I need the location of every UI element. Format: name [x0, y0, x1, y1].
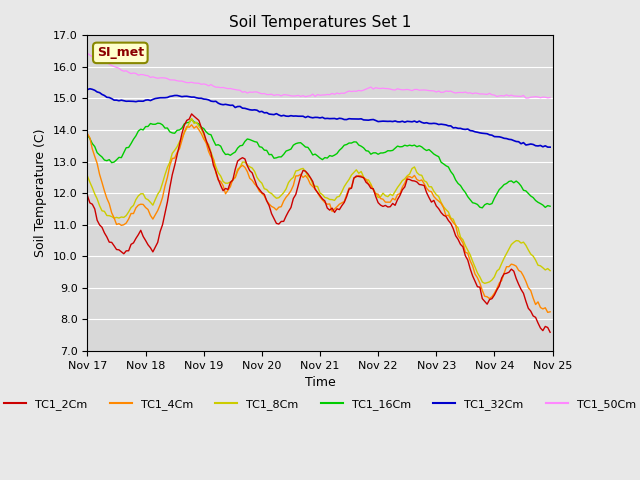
- TC1_16Cm: [377, 150, 385, 156]
- TC1_4Cm: [544, 310, 552, 315]
- TC1_50Cm: [316, 93, 324, 98]
- TC1_16Cm: [188, 116, 195, 122]
- TC1_8Cm: [481, 280, 488, 286]
- TC1_2Cm: [84, 193, 92, 199]
- TC1_50Cm: [348, 89, 355, 95]
- TC1_32Cm: [547, 144, 554, 150]
- TC1_4Cm: [188, 122, 195, 128]
- TC1_50Cm: [275, 92, 283, 98]
- TC1_16Cm: [350, 139, 358, 145]
- TC1_16Cm: [479, 205, 486, 211]
- TC1_4Cm: [319, 197, 326, 203]
- Title: Soil Temperatures Set 1: Soil Temperatures Set 1: [229, 15, 411, 30]
- TC1_50Cm: [270, 93, 278, 98]
- TC1_2Cm: [140, 234, 147, 240]
- Line: TC1_8Cm: TC1_8Cm: [88, 119, 550, 283]
- TC1_8Cm: [319, 192, 326, 197]
- TC1_4Cm: [547, 309, 554, 315]
- TC1_4Cm: [277, 204, 285, 210]
- TC1_8Cm: [547, 268, 554, 274]
- TC1_16Cm: [273, 155, 280, 161]
- Line: TC1_50Cm: TC1_50Cm: [88, 53, 550, 98]
- TC1_2Cm: [188, 111, 195, 117]
- TC1_16Cm: [84, 132, 92, 138]
- TC1_4Cm: [140, 202, 147, 207]
- Line: TC1_32Cm: TC1_32Cm: [88, 89, 550, 147]
- TC1_2Cm: [319, 196, 326, 202]
- TC1_8Cm: [377, 194, 385, 200]
- X-axis label: Time: Time: [305, 376, 335, 389]
- TC1_50Cm: [374, 85, 382, 91]
- TC1_32Cm: [273, 111, 280, 117]
- TC1_16Cm: [140, 127, 147, 133]
- TC1_32Cm: [319, 114, 326, 120]
- Line: TC1_2Cm: TC1_2Cm: [88, 114, 550, 332]
- TC1_8Cm: [188, 116, 195, 121]
- TC1_32Cm: [277, 113, 285, 119]
- TC1_2Cm: [547, 329, 554, 335]
- TC1_50Cm: [84, 50, 92, 56]
- TC1_4Cm: [84, 131, 92, 137]
- Line: TC1_16Cm: TC1_16Cm: [88, 119, 550, 208]
- Y-axis label: Soil Temperature (C): Soil Temperature (C): [35, 129, 47, 257]
- TC1_32Cm: [141, 97, 149, 103]
- TC1_8Cm: [84, 173, 92, 179]
- TC1_4Cm: [377, 196, 385, 202]
- TC1_8Cm: [277, 192, 285, 198]
- TC1_2Cm: [350, 175, 358, 181]
- TC1_32Cm: [86, 86, 93, 92]
- TC1_4Cm: [273, 207, 280, 213]
- TC1_2Cm: [273, 220, 280, 226]
- Line: TC1_4Cm: TC1_4Cm: [88, 125, 550, 312]
- TC1_8Cm: [273, 195, 280, 201]
- Legend: TC1_2Cm, TC1_4Cm, TC1_8Cm, TC1_16Cm, TC1_32Cm, TC1_50Cm: TC1_2Cm, TC1_4Cm, TC1_8Cm, TC1_16Cm, TC1…: [0, 395, 640, 415]
- TC1_8Cm: [140, 191, 147, 197]
- TC1_50Cm: [522, 95, 530, 101]
- TC1_16Cm: [547, 204, 554, 209]
- TC1_4Cm: [350, 175, 358, 180]
- TC1_32Cm: [84, 87, 92, 93]
- TC1_16Cm: [319, 157, 326, 163]
- TC1_16Cm: [277, 154, 285, 160]
- TC1_2Cm: [377, 202, 385, 208]
- Text: SI_met: SI_met: [97, 47, 144, 60]
- TC1_50Cm: [140, 72, 147, 78]
- TC1_32Cm: [350, 116, 358, 122]
- TC1_32Cm: [377, 119, 385, 124]
- TC1_8Cm: [350, 169, 358, 175]
- TC1_50Cm: [547, 95, 554, 100]
- TC1_2Cm: [277, 218, 285, 224]
